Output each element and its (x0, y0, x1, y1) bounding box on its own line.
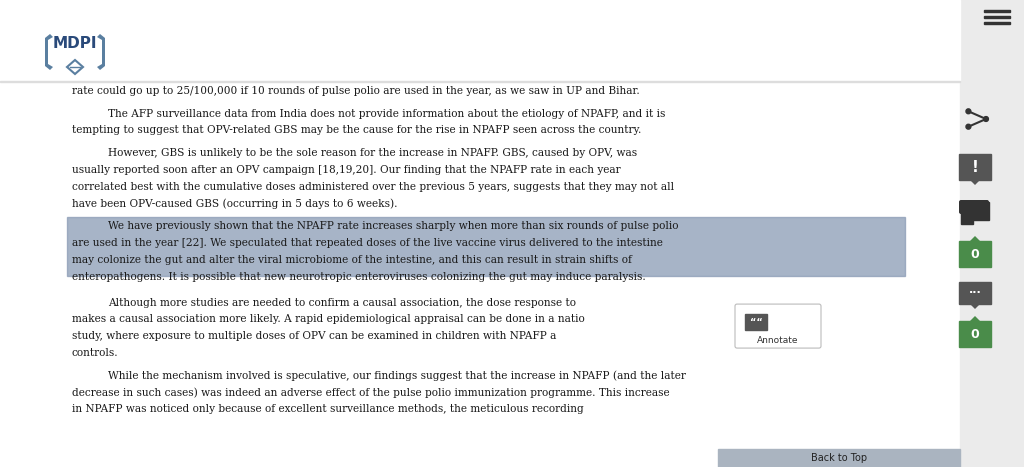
Text: The AFP surveillance data from India does not provide information about the etio: The AFP surveillance data from India doe… (108, 109, 666, 119)
Text: ““: ““ (750, 318, 763, 328)
Text: in NPAFP was noticed only because of excellent surveillance methods, the meticul: in NPAFP was noticed only because of exc… (72, 404, 584, 414)
Text: While the mechanism involved is speculative, our findings suggest that the incre: While the mechanism involved is speculat… (108, 371, 686, 382)
Polygon shape (970, 316, 980, 321)
Text: We have previously shown that the NPAFP rate increases sharply when more than si: We have previously shown that the NPAFP … (108, 221, 679, 231)
Circle shape (984, 117, 988, 121)
Circle shape (966, 124, 971, 129)
Text: are used in the year [22]. We speculated that repeated doses of the live vaccine: are used in the year [22]. We speculated… (72, 238, 663, 248)
Text: study, where exposure to multiple doses of OPV can be examined in children with : study, where exposure to multiple doses … (72, 331, 556, 341)
Text: enteropathogens. It is possible that new neurotropic enteroviruses colonizing th: enteropathogens. It is possible that new… (72, 272, 646, 282)
Bar (0, 0, 961, 80)
Bar (737, 306, 819, 346)
Text: rate could go up to 25/100,000 if 10 rounds of pulse polio are used in the year,: rate could go up to 25/100,000 if 10 rou… (72, 86, 640, 96)
Bar (961, 206, 973, 224)
Text: tempting to suggest that OPV-related GBS may be the cause for the rise in NPAFP : tempting to suggest that OPV-related GBS… (72, 126, 641, 135)
Text: correlated best with the cumulative doses administered over the previous 5 years: correlated best with the cumulative dose… (72, 182, 674, 192)
Text: !: ! (972, 160, 979, 175)
Bar (67, 217, 905, 276)
Bar (745, 314, 767, 330)
Polygon shape (45, 34, 53, 70)
Bar (984, 21, 1010, 24)
Bar (45, 29, 105, 75)
Text: controls.: controls. (72, 348, 119, 358)
Bar (718, 449, 961, 467)
Bar (984, 15, 1010, 18)
Polygon shape (97, 34, 105, 70)
Text: 0: 0 (971, 248, 979, 261)
FancyBboxPatch shape (959, 200, 989, 214)
Text: Back to Top: Back to Top (811, 453, 867, 463)
Bar (984, 9, 1010, 12)
Bar (959, 282, 991, 304)
Text: have been OPV-caused GBS (occurring in 5 days to 6 weeks).: have been OPV-caused GBS (occurring in 5… (72, 198, 397, 209)
Bar (959, 321, 991, 347)
Text: However, GBS is unlikely to be the sole reason for the increase in NPAFP. GBS, c: However, GBS is unlikely to be the sole … (108, 148, 637, 158)
Text: MDPI: MDPI (53, 36, 97, 51)
Bar (959, 154, 991, 180)
Bar (959, 241, 991, 267)
Text: 0: 0 (971, 327, 979, 340)
Text: may colonize the gut and alter the viral microbiome of the intestine, and this c: may colonize the gut and alter the viral… (72, 255, 632, 265)
Text: decrease in such cases) was indeed an adverse effect of the pulse polio immuniza: decrease in such cases) was indeed an ad… (72, 388, 670, 398)
FancyBboxPatch shape (735, 304, 821, 348)
Text: Although more studies are needed to confirm a causal association, the dose respo: Although more studies are needed to conf… (108, 297, 575, 308)
Polygon shape (970, 180, 980, 185)
Polygon shape (970, 304, 980, 309)
Text: makes a causal association more likely. A rapid epidemiological appraisal can be: makes a causal association more likely. … (72, 314, 585, 325)
Text: Annotate: Annotate (758, 336, 799, 345)
Bar (961, 0, 1024, 467)
Text: usually reported soon after an OPV campaign [18,19,20]. Our finding that the NPA: usually reported soon after an OPV campa… (72, 165, 621, 175)
Circle shape (966, 109, 971, 114)
Text: ···: ··· (969, 288, 981, 298)
Bar (973, 202, 989, 220)
Polygon shape (970, 236, 980, 241)
Bar (0, 80, 961, 82)
